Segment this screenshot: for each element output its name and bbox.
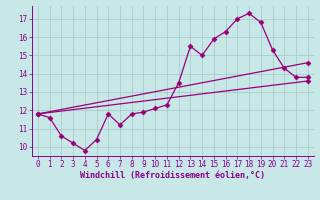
X-axis label: Windchill (Refroidissement éolien,°C): Windchill (Refroidissement éolien,°C) [80, 171, 265, 180]
